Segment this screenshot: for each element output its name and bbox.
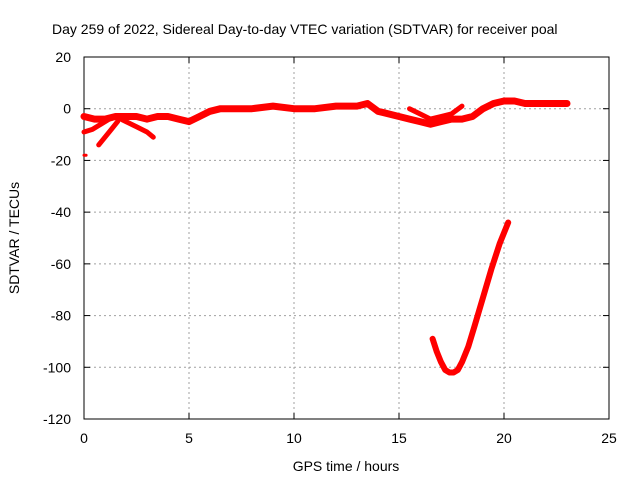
x-tick-label: 25: [601, 430, 617, 446]
y-tick-label: -80: [51, 308, 71, 324]
grid-layer: [84, 57, 609, 419]
y-tick-label: 20: [55, 49, 71, 65]
y-tick-label: -40: [51, 204, 71, 220]
y-axis-label: SDTVAR / TECUs: [6, 182, 22, 294]
x-tick-label: 10: [286, 430, 302, 446]
series-line-6: [407, 103, 465, 122]
x-axis-label: GPS time / hours: [293, 458, 400, 474]
y-tick-label: -60: [51, 256, 71, 272]
chart-title: Day 259 of 2022, Sidereal Day-to-day VTE…: [52, 21, 558, 37]
y-tick-label: -100: [43, 359, 71, 375]
series-line-7: [429, 219, 512, 376]
plot-frame: [83, 56, 610, 420]
x-tick-label: 0: [80, 430, 88, 446]
series-layer: [80, 97, 571, 376]
series-line-3: [96, 119, 121, 148]
series-line-1: [80, 97, 571, 128]
x-tick-label: 20: [496, 430, 512, 446]
tick-layer: 0 5 10 15 20 25 20 0 -20 -40 -60 -80 -100 -120: [43, 49, 617, 446]
y-tick-label: -20: [51, 152, 71, 168]
series-line-4: [113, 114, 156, 140]
y-tick-label: -120: [43, 411, 71, 427]
y-tick-label: 0: [63, 101, 71, 117]
x-tick-label: 15: [391, 430, 407, 446]
x-tick-label: 5: [185, 430, 193, 446]
